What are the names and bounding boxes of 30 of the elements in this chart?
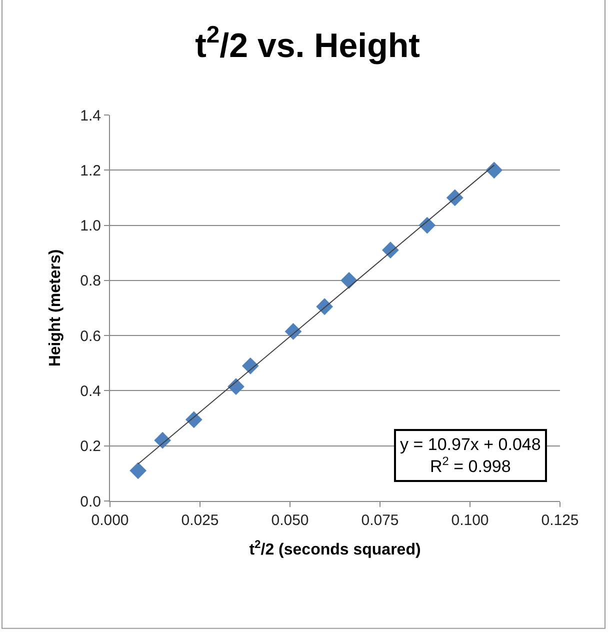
y-tick-label: 0.4: [80, 382, 101, 400]
y-tick-label: 1.4: [80, 107, 101, 124]
point: [228, 378, 244, 396]
point: [446, 189, 464, 206]
chart-title: t$^{2}$/2 vs. Height: [195, 21, 420, 65]
point: [382, 242, 399, 259]
point: [316, 298, 334, 316]
point: [130, 462, 147, 480]
y-tick-label: 0.0: [80, 493, 101, 510]
x-tick-label: 0.000: [91, 512, 129, 529]
y-tick-label: 1.0: [80, 218, 101, 235]
x-tick-label: 0.050: [271, 512, 309, 529]
annotation: y = 10.97x + 0.048 R$^{2}$ = 0.998: [400, 435, 541, 476]
point: [340, 272, 358, 289]
x-tick-label: 0.025: [181, 512, 219, 529]
point: [242, 357, 259, 374]
y-tick-label: 0.8: [80, 272, 101, 290]
y-tick-label: 0.2: [80, 438, 101, 456]
point: [154, 432, 172, 449]
x-tick-label: 0.075: [361, 512, 399, 529]
point: [418, 216, 436, 234]
x-tick-label: 0.125: [541, 512, 579, 529]
x-axis-title: t$^{2}$/2 (seconds squared): [249, 538, 421, 559]
x-tick-label: 0.100: [451, 512, 489, 529]
point: [486, 162, 503, 179]
y-tick-label: 1.2: [80, 162, 101, 180]
point: [185, 411, 202, 428]
y-tick-label: 0.6: [80, 328, 101, 345]
point: [284, 322, 302, 340]
y-axis-title: Height (meters): [47, 249, 64, 367]
